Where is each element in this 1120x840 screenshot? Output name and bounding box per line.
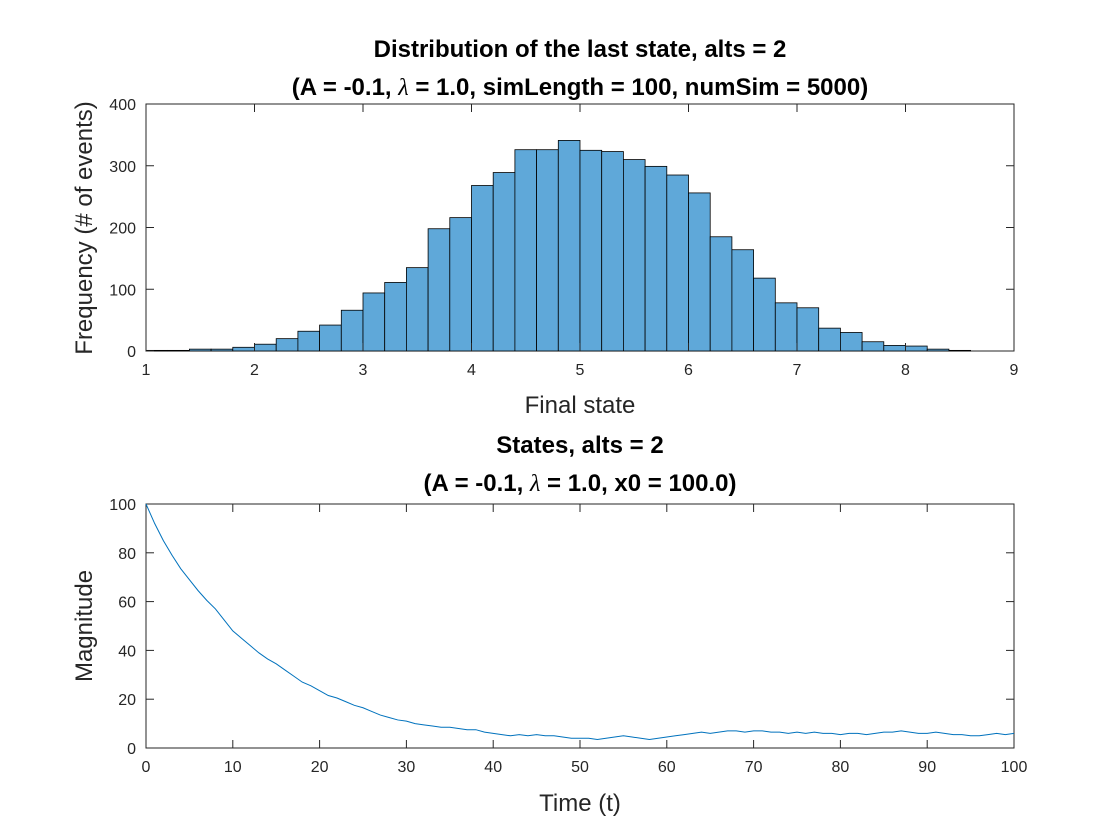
histogram-bar bbox=[601, 151, 624, 352]
histogram-title-line1: Distribution of the last state, alts = 2 bbox=[374, 36, 787, 63]
histogram-title-line2: (A = -0.1, λ = 1.0, simLength = 100, num… bbox=[292, 74, 868, 101]
histogram-ytick-label: 100 bbox=[109, 282, 136, 299]
histogram-xtick-label: 9 bbox=[1010, 362, 1019, 379]
states-xtick-label: 90 bbox=[918, 759, 936, 776]
histogram-xlabel: Final state bbox=[525, 392, 636, 419]
histogram-subplot: Distribution of the last state, alts = 2… bbox=[71, 36, 1019, 419]
histogram-bar bbox=[666, 174, 689, 352]
states-ticks: 0 10 20 30 40 50 60 70 80 90 100 0 20 40 60 80 100 bbox=[109, 497, 1027, 776]
histogram-bar bbox=[514, 149, 538, 352]
histogram-xtick-label: 4 bbox=[467, 362, 476, 379]
histogram-xtick-label: 6 bbox=[684, 362, 693, 379]
histogram-bar bbox=[818, 327, 841, 352]
states-xtick-label: 10 bbox=[224, 759, 242, 776]
histogram-bar bbox=[275, 338, 299, 352]
states-xtick-label: 100 bbox=[1001, 759, 1028, 776]
histogram-bars bbox=[145, 140, 972, 352]
histogram-bar bbox=[644, 165, 668, 352]
histogram-xtick-label: 3 bbox=[359, 362, 368, 379]
histogram-bar bbox=[536, 149, 559, 352]
histogram-ytick-label: 200 bbox=[109, 221, 136, 238]
histogram-xtick-label: 8 bbox=[901, 362, 910, 379]
histogram-ytick-label: 400 bbox=[109, 97, 136, 114]
histogram-bar bbox=[905, 345, 928, 352]
states-axes bbox=[145, 503, 1015, 749]
histogram-bar bbox=[210, 348, 234, 352]
histogram-ylabel: Frequency (# of events) bbox=[71, 101, 98, 354]
states-xtick-label: 70 bbox=[745, 759, 763, 776]
histogram-bar bbox=[405, 267, 429, 352]
histogram-bar bbox=[774, 302, 798, 352]
histogram-bar bbox=[796, 307, 820, 352]
histogram-bar bbox=[557, 140, 581, 352]
histogram-bar bbox=[167, 349, 190, 352]
states-subplot: States, alts = 2 (A = -0.1, λ = 1.0, x0 … bbox=[71, 432, 1027, 817]
histogram-bar bbox=[926, 348, 950, 352]
histogram-bar bbox=[688, 192, 711, 352]
histogram-bar bbox=[861, 341, 885, 352]
states-ylabel: Magnitude bbox=[71, 570, 98, 682]
states-xtick-label: 20 bbox=[311, 759, 329, 776]
histogram-bar bbox=[709, 236, 733, 352]
histogram-bar bbox=[297, 330, 320, 352]
histogram-bar bbox=[471, 185, 494, 352]
histogram-bar bbox=[579, 149, 603, 352]
states-line bbox=[145, 503, 1015, 740]
histogram-xtick-label: 7 bbox=[793, 362, 802, 379]
states-xtick-label: 30 bbox=[398, 759, 416, 776]
histogram-bar bbox=[340, 309, 364, 352]
histogram-bar bbox=[188, 348, 212, 352]
histogram-bar bbox=[384, 282, 407, 352]
histogram-bar bbox=[449, 217, 472, 352]
histogram-bar bbox=[427, 228, 451, 352]
histogram-ticks: 1 2 3 4 5 6 7 8 9 0 100 200 300 400 bbox=[109, 97, 1018, 379]
histogram-bar bbox=[948, 349, 972, 352]
states-ytick-label: 40 bbox=[118, 643, 136, 660]
states-ytick-label: 60 bbox=[118, 595, 136, 612]
states-xtick-label: 50 bbox=[571, 759, 589, 776]
states-title-line1: States, alts = 2 bbox=[496, 432, 663, 459]
states-ytick-label: 100 bbox=[109, 497, 136, 514]
histogram-bar bbox=[840, 332, 863, 352]
states-xtick-label: 40 bbox=[484, 759, 502, 776]
states-xtick-label: 80 bbox=[832, 759, 850, 776]
histogram-bar bbox=[232, 346, 255, 352]
histogram-xtick-label: 5 bbox=[576, 362, 585, 379]
histogram-xtick-label: 2 bbox=[250, 362, 259, 379]
states-xtick-label: 0 bbox=[142, 759, 151, 776]
histogram-bar bbox=[319, 324, 342, 352]
states-title-line2: (A = -0.1, λ = 1.0, x0 = 100.0) bbox=[423, 470, 736, 497]
histogram-bar bbox=[254, 343, 277, 352]
states-ytick-label: 80 bbox=[118, 546, 136, 563]
histogram-bar bbox=[623, 159, 646, 352]
histogram-bar bbox=[883, 345, 906, 352]
histogram-bar bbox=[753, 277, 776, 352]
states-xtick-label: 60 bbox=[658, 759, 676, 776]
histogram-bar bbox=[492, 172, 516, 352]
histogram-ytick-label: 300 bbox=[109, 159, 136, 176]
states-ytick-label: 20 bbox=[118, 692, 136, 709]
histogram-bar bbox=[362, 292, 386, 352]
histogram-ytick-label: 0 bbox=[127, 344, 136, 361]
histogram-bar bbox=[731, 249, 755, 352]
states-ytick-label: 0 bbox=[127, 741, 136, 758]
states-xlabel: Time (t) bbox=[539, 790, 621, 817]
histogram-xtick-label: 1 bbox=[142, 362, 151, 379]
